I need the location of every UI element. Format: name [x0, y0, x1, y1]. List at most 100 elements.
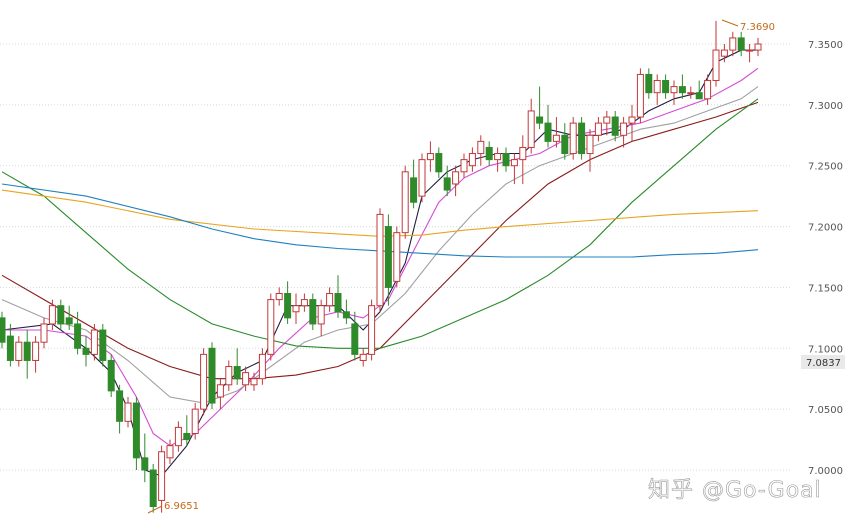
- candle-down: [662, 80, 670, 94]
- ma-line-ma5: [1, 98, 759, 349]
- candle-up: [90, 329, 98, 355]
- candle-up: [628, 116, 636, 124]
- candle-up: [174, 426, 182, 447]
- candle-up: [258, 353, 266, 380]
- y-tick-label: 7.3000: [808, 101, 843, 112]
- candle-down: [561, 134, 569, 155]
- current-price-label: 7.0837: [806, 358, 841, 369]
- candle-up: [519, 146, 527, 161]
- low-annotation-arrow: [147, 505, 163, 514]
- candle-down: [0, 317, 6, 343]
- candle-up: [494, 153, 502, 161]
- candle-down: [351, 323, 359, 355]
- high-annotation-arrow: [721, 19, 739, 27]
- candle-down: [410, 177, 418, 203]
- candle-up: [124, 402, 132, 422]
- candle-up: [317, 305, 325, 325]
- high-annotation: 7.3690: [721, 19, 775, 33]
- y-tick-label: 7.1500: [808, 283, 843, 294]
- candle-down: [208, 347, 216, 404]
- candle-up: [687, 92, 695, 95]
- candle-up: [48, 305, 56, 325]
- y-tick-label: 7.0000: [808, 466, 843, 477]
- candle-down: [536, 116, 544, 124]
- candle-down: [141, 457, 149, 471]
- y-tick-label: 7.0500: [808, 405, 843, 416]
- candle-up: [636, 73, 644, 118]
- candle-up: [569, 122, 577, 155]
- y-tick-label: 7.3500: [808, 40, 843, 51]
- y-tick-label: 7.1000: [808, 344, 843, 355]
- candle-down: [435, 153, 443, 173]
- candle-down: [23, 341, 31, 361]
- candle-up: [720, 49, 728, 57]
- candle-down: [737, 37, 745, 51]
- candle-down: [578, 122, 586, 155]
- candle-down: [183, 432, 191, 441]
- candlestick-series: [0, 20, 762, 513]
- candle-down: [342, 311, 350, 319]
- candle-up: [275, 293, 283, 301]
- candle-up: [729, 37, 737, 51]
- candle-down: [384, 226, 392, 288]
- candle-up: [754, 43, 762, 51]
- candle-up: [200, 353, 208, 410]
- candle-down: [544, 122, 552, 142]
- ma-line-ma6: [1, 189, 759, 237]
- candle-down: [107, 359, 115, 392]
- current-price-tag: 7.0837: [801, 355, 845, 369]
- candle-up: [670, 86, 678, 94]
- candle-down: [309, 299, 317, 325]
- candle-down: [645, 73, 653, 94]
- candle-up: [250, 378, 258, 386]
- y-tick-label: 7.2000: [808, 223, 843, 234]
- candle-down: [678, 86, 686, 94]
- candle-up: [166, 445, 174, 459]
- low-value-label: 6.9651: [164, 501, 199, 512]
- candle-down: [334, 293, 342, 313]
- candle-up: [368, 305, 376, 355]
- watermark: 知乎 @Go-Goal: [648, 478, 822, 503]
- candle-up: [527, 110, 535, 148]
- candle-up: [300, 299, 308, 307]
- candle-down: [695, 92, 703, 100]
- candle-down: [149, 469, 157, 508]
- candle-up: [393, 232, 401, 282]
- candle-up: [460, 159, 468, 173]
- candle-up: [326, 293, 334, 307]
- y-tick-label: 7.2500: [808, 162, 843, 173]
- candle-up: [267, 299, 275, 355]
- candle-down: [74, 323, 82, 349]
- candle-down: [443, 177, 451, 191]
- candle-up: [452, 171, 460, 185]
- candle-down: [116, 390, 124, 422]
- candle-up: [292, 305, 300, 313]
- candle-down: [132, 402, 140, 459]
- moving-average-lines: [1, 49, 759, 477]
- candle-up: [191, 408, 199, 434]
- candle-up: [426, 153, 434, 161]
- candle-down: [65, 317, 73, 325]
- candle-up: [653, 80, 661, 94]
- candle-up: [158, 451, 166, 501]
- candle-up: [746, 49, 754, 52]
- ma-line-ma7: [1, 183, 759, 258]
- candle-down: [233, 366, 241, 380]
- candle-down: [57, 305, 65, 325]
- candle-down: [99, 329, 107, 361]
- candle-up: [603, 116, 611, 124]
- candle-up: [401, 171, 409, 234]
- candle-up: [620, 122, 628, 136]
- candle-up: [242, 372, 250, 386]
- candle-up: [586, 134, 594, 155]
- ma-line-ma3: [1, 86, 759, 404]
- candle-up: [216, 384, 224, 398]
- candle-up: [376, 213, 384, 307]
- candle-up: [704, 80, 712, 100]
- candle-down: [611, 116, 619, 136]
- y-axis: 7.3500 7.3000 7.2500 7.2000 7.1500 7.1000 7.05…: [808, 40, 843, 477]
- candle-up: [225, 366, 233, 386]
- candle-up: [712, 49, 720, 82]
- low-annotation: 6.9651: [147, 501, 199, 514]
